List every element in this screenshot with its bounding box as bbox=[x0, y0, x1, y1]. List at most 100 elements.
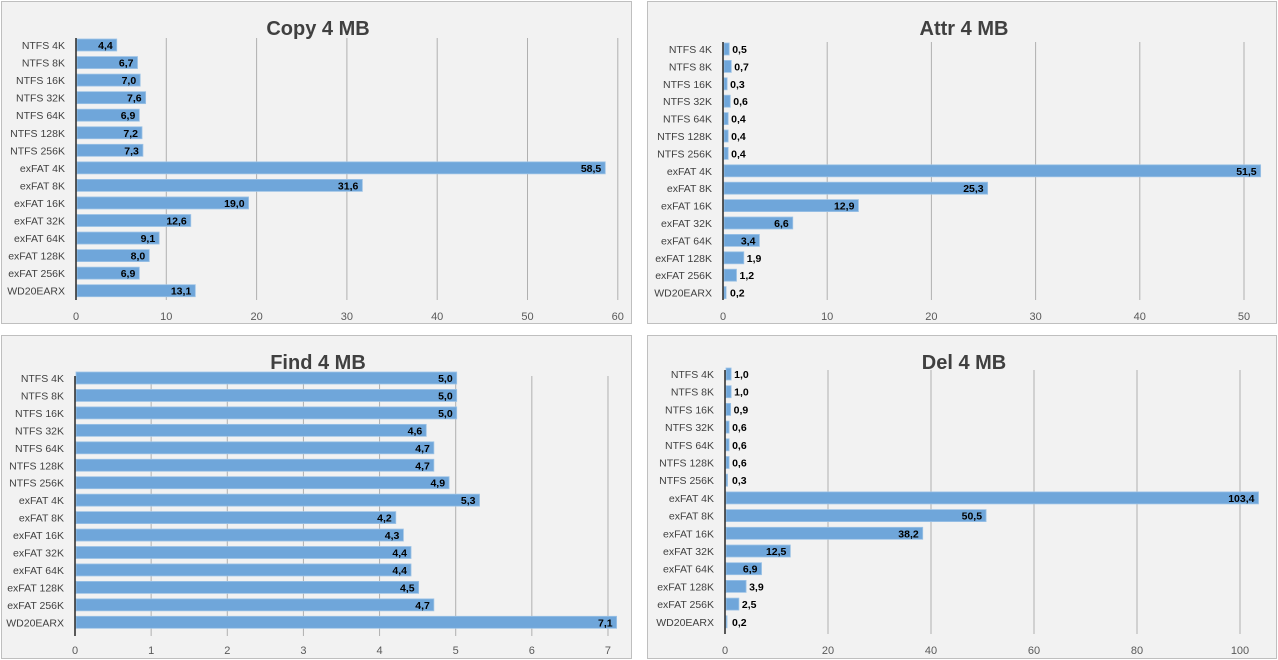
bar bbox=[723, 268, 737, 282]
data-label: 0,5 bbox=[732, 44, 747, 56]
x-tick-label: 0 bbox=[72, 645, 78, 657]
data-label: 4,7 bbox=[415, 443, 430, 455]
data-label: 9,1 bbox=[141, 233, 156, 245]
category-label: NTFS 4K bbox=[21, 373, 64, 385]
data-label: 19,0 bbox=[224, 198, 245, 210]
bar bbox=[75, 423, 427, 437]
data-label: 6,9 bbox=[121, 110, 136, 122]
category-label: exFAT 256K bbox=[8, 268, 65, 280]
bar bbox=[76, 126, 143, 140]
category-label: exFAT 32K bbox=[13, 548, 64, 560]
data-label: 5,0 bbox=[438, 373, 453, 385]
category-label: exFAT 16K bbox=[661, 201, 712, 213]
bar bbox=[76, 91, 147, 105]
category-label: NTFS 64K bbox=[663, 114, 712, 126]
data-label: 4,6 bbox=[408, 425, 423, 437]
chart-panel-copy: Copy 4 MB NTFS 4K NTFS 8K NTFS 16K NTFS 32K… bbox=[1, 1, 632, 324]
data-label: 0,6 bbox=[733, 96, 748, 108]
category-label: exFAT 4K bbox=[19, 495, 64, 507]
data-labels: 1,0 1,0 0,9 0,6 0,6 0,6 0,3 103,4 50,5 38,2 12,5 6,… bbox=[732, 369, 1255, 629]
bar bbox=[725, 456, 730, 469]
x-tick-labels: 0 10 20 30 40 50 60 bbox=[73, 311, 624, 323]
x-tick-label: 0 bbox=[73, 311, 79, 323]
x-tick-label: 20 bbox=[822, 645, 834, 657]
x-tick-labels: 0 1 2 3 4 5 6 7 bbox=[72, 645, 611, 657]
category-label: NTFS 4K bbox=[22, 40, 65, 52]
category-label: NTFS 64K bbox=[16, 110, 65, 122]
x-tick-label: 40 bbox=[431, 311, 443, 323]
category-label: NTFS 128K bbox=[9, 460, 64, 472]
category-label: NTFS 32K bbox=[665, 422, 714, 434]
bar bbox=[725, 544, 791, 558]
data-label: 6,6 bbox=[774, 218, 789, 230]
data-label: 4,7 bbox=[415, 600, 430, 612]
x-tick-label: 2 bbox=[224, 645, 230, 657]
data-label: 1,0 bbox=[734, 369, 749, 381]
data-label: 0,4 bbox=[731, 131, 746, 143]
data-label: 6,9 bbox=[743, 564, 758, 576]
chart-title: Del 4 MB bbox=[922, 352, 1006, 374]
category-label: exFAT 4K bbox=[667, 166, 712, 178]
x-tick-label: 40 bbox=[1134, 311, 1146, 323]
data-label: 4,3 bbox=[385, 530, 400, 542]
bar bbox=[725, 526, 924, 540]
data-label: 25,3 bbox=[963, 183, 984, 195]
x-tick-label: 4 bbox=[376, 645, 382, 657]
category-label: exFAT 8K bbox=[669, 511, 714, 523]
category-labels: NTFS 4K NTFS 8K NTFS 16K NTFS 32K NTFS 64K NT… bbox=[654, 44, 712, 300]
bar bbox=[725, 473, 728, 487]
bar bbox=[76, 284, 196, 298]
bar bbox=[75, 598, 435, 612]
x-tick-label: 60 bbox=[1028, 645, 1040, 657]
category-label: NTFS 4K bbox=[669, 44, 712, 56]
bar bbox=[723, 94, 731, 108]
data-label: 6,9 bbox=[121, 268, 136, 280]
bars bbox=[75, 371, 617, 629]
bar bbox=[75, 371, 458, 385]
category-label: exFAT 32K bbox=[14, 216, 65, 228]
category-label: NTFS 16K bbox=[16, 75, 65, 87]
data-label: 1,0 bbox=[734, 387, 749, 399]
x-tick-label: 1 bbox=[148, 645, 154, 657]
category-label: exFAT 256K bbox=[7, 600, 64, 612]
category-label: NTFS 4K bbox=[671, 369, 714, 381]
bar bbox=[76, 214, 192, 227]
category-label: WD20EARX bbox=[7, 286, 65, 298]
category-label: WD20EARX bbox=[654, 288, 712, 300]
chart-panel-attr: Attr 4 MB NTFS 4K NTFS 8K NTFS 16K NTFS 32K… bbox=[647, 1, 1277, 324]
data-label: 4,4 bbox=[98, 40, 113, 52]
x-tick-label: 7 bbox=[605, 645, 611, 657]
x-tick-label: 0 bbox=[722, 645, 728, 657]
category-label: NTFS 8K bbox=[669, 61, 712, 73]
category-label: exFAT 32K bbox=[663, 546, 714, 558]
category-label: NTFS 64K bbox=[665, 440, 714, 452]
bars bbox=[725, 367, 1259, 629]
bar bbox=[76, 231, 160, 245]
category-label: exFAT 8K bbox=[667, 183, 712, 195]
bar bbox=[723, 233, 760, 247]
category-label: exFAT 256K bbox=[655, 270, 712, 282]
category-label: exFAT 8K bbox=[20, 180, 65, 192]
bar bbox=[75, 476, 450, 490]
bar bbox=[76, 178, 363, 192]
category-label: NTFS 256K bbox=[9, 478, 64, 490]
category-label: exFAT 16K bbox=[13, 530, 64, 542]
bar bbox=[75, 511, 397, 525]
bar bbox=[723, 112, 729, 125]
data-labels: 5,05,05,04,64,74,74,95,34,24,34,44,44,54… bbox=[377, 373, 613, 629]
x-tick-label: 0 bbox=[720, 311, 726, 323]
category-label: NTFS 128K bbox=[10, 128, 65, 140]
data-label: 0,9 bbox=[734, 404, 749, 416]
data-label: 7,1 bbox=[598, 617, 613, 629]
bar bbox=[75, 615, 617, 629]
bar bbox=[75, 546, 412, 559]
bar bbox=[725, 615, 728, 629]
category-label: exFAT 256K bbox=[657, 599, 714, 611]
category-labels: NTFS 4K NTFS 8K NTFS 16K NTFS 32K NTFS 64K NT… bbox=[656, 369, 714, 629]
bar bbox=[76, 143, 144, 157]
bar bbox=[725, 438, 730, 452]
data-label: 12,9 bbox=[834, 201, 855, 213]
bar bbox=[76, 108, 140, 122]
x-tick-label: 100 bbox=[1231, 645, 1249, 657]
